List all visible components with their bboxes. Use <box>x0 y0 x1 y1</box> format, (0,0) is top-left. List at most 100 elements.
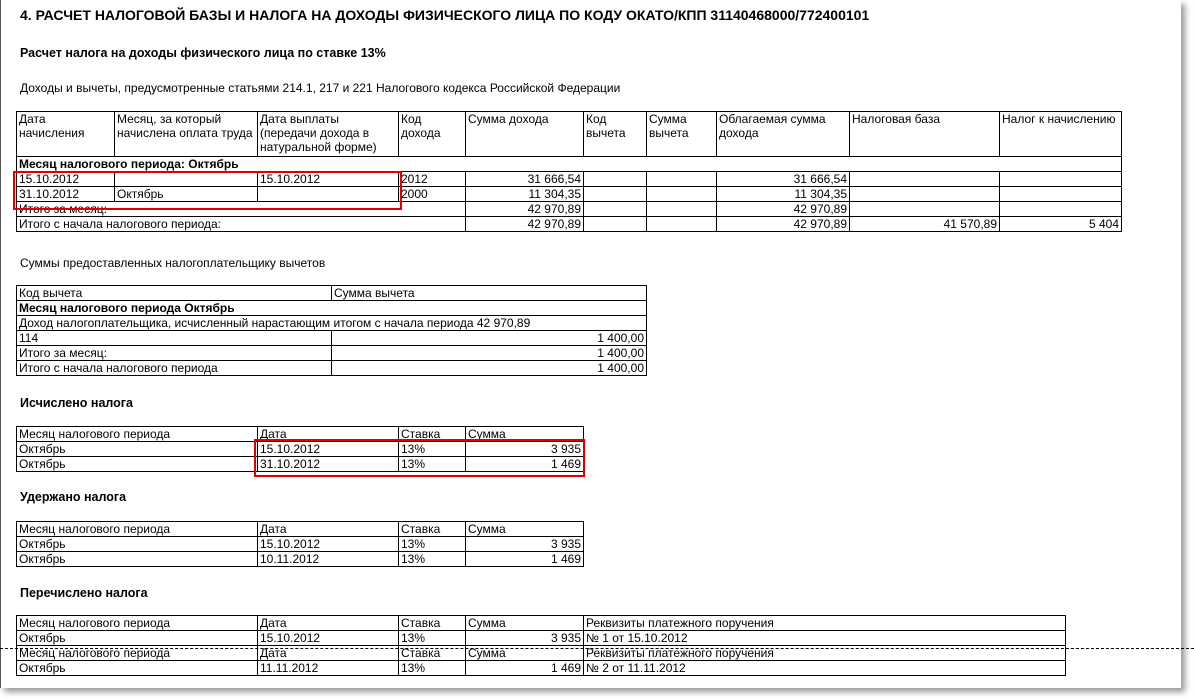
table-cell: 1 469 <box>465 551 584 567</box>
column-header: Месяц налогового периода <box>16 521 258 537</box>
table-cell: 1 400,00 <box>331 360 647 376</box>
column-header: Дата начисления <box>16 111 115 157</box>
column-header: Налог к начислению <box>999 111 1122 157</box>
calculated-caption: Исчислено налога <box>20 396 133 410</box>
table-row: 114 1 400,00 <box>16 330 647 346</box>
table-cell: 31 666,54 <box>716 171 850 187</box>
column-header: Дата <box>257 521 399 537</box>
table-cell <box>646 216 717 232</box>
column-header: Ставка <box>398 426 466 442</box>
column-header: Ставка <box>398 615 466 631</box>
table-row: Итого с начала налогового периода 1 400,0… <box>16 360 647 376</box>
column-header: Ставка <box>398 645 466 661</box>
column-header: Ставка <box>398 521 466 537</box>
table-cell: 2000 <box>398 186 466 202</box>
table-cell <box>583 171 647 187</box>
withheld-caption: Удержано налога <box>20 490 127 504</box>
highlight-box <box>13 171 402 210</box>
header-row: Дата начисления Месяц, за который начисле… <box>16 111 1122 157</box>
table-cell: Итого за месяц: <box>16 345 332 361</box>
table-cell: 42 970,89 <box>716 216 850 232</box>
table-cell <box>999 186 1122 202</box>
table-cell: 3 935 <box>465 630 584 646</box>
group-row: Месяц налогового периода: Октябрь <box>16 156 1122 172</box>
column-header: Код дохода <box>398 111 466 157</box>
column-header: Налоговая база <box>849 111 1000 157</box>
report-title: 4. РАСЧЕТ НАЛОГОВОЙ БАЗЫ И НАЛОГА НА ДОХ… <box>20 7 870 23</box>
report-page: 4. РАСЧЕТ НАЛОГОВОЙ БАЗЫ И НАЛОГА НА ДОХ… <box>0 0 1122 688</box>
table-row: Октябрь 15.10.2012 13% 3 935 <box>16 536 584 552</box>
group-label: Месяц налогового периода: Октябрь <box>16 156 1122 172</box>
column-header: Дата выплаты (передачи дохода в натураль… <box>257 111 399 157</box>
column-header: Сумма вычета <box>646 111 717 157</box>
table-cell: 1 400,00 <box>331 345 647 361</box>
page-break-line <box>0 648 1194 649</box>
transferred-caption: Перечислено налога <box>20 586 148 600</box>
table-cell: 42 970,89 <box>465 216 584 232</box>
column-header: Код вычета <box>16 285 332 301</box>
table-cell <box>999 201 1122 217</box>
table-cell: 41 570,89 <box>849 216 1000 232</box>
table-cell: 13% <box>398 551 466 567</box>
column-header: Сумма вычета <box>331 285 647 301</box>
table-row: Октябрь 10.11.2012 13% 1 469 <box>16 551 584 567</box>
table-cell: 42 970,89 <box>716 201 850 217</box>
column-header: Месяц налогового периода <box>16 615 258 631</box>
note-row: Доход налогоплательщика, исчисленный нар… <box>16 315 647 331</box>
column-header: Реквизиты платежного поручения <box>583 615 1066 631</box>
table-cell: 1 469 <box>465 660 584 676</box>
highlight-box <box>254 439 585 477</box>
table-cell: Октябрь <box>16 441 258 457</box>
table-cell: № 1 от 15.10.2012 <box>583 630 1066 646</box>
table-cell: 13% <box>398 660 466 676</box>
table-cell: 42 970,89 <box>465 201 584 217</box>
table-cell <box>646 201 717 217</box>
table-cell <box>646 186 717 202</box>
table-row: Октябрь 15.10.2012 13% 3 935 № 1 от 15.10.20… <box>16 630 1066 646</box>
table-cell: Октябрь <box>16 536 258 552</box>
group-row: Месяц налогового периода Октябрь <box>16 300 647 316</box>
table-cell: 3 935 <box>465 536 584 552</box>
table-cell: 13% <box>398 456 466 472</box>
table-cell: 15.10.2012 <box>257 536 399 552</box>
withheld-table: Месяц налогового периода Дата Ставка Сумма О… <box>16 521 584 567</box>
column-header: Код вычета <box>583 111 647 157</box>
column-header: Реквизиты платежного поручения <box>583 645 1066 661</box>
table-cell: 15.10.2012 <box>16 171 115 187</box>
table-row: Итого за месяц: 1 400,00 <box>16 345 647 361</box>
table-cell: 1 469 <box>465 456 584 472</box>
table-cell: Октябрь <box>16 660 258 676</box>
column-header: Дата <box>257 615 399 631</box>
table-cell: 13% <box>398 536 466 552</box>
table-cell <box>849 186 1000 202</box>
column-header: Облагаемая сумма дохода <box>716 111 850 157</box>
table-cell: 11.11.2012 <box>257 660 399 676</box>
table-row: Октябрь 31.10.2012 13% 1 469 <box>16 456 584 472</box>
subtitle: Расчет налога на доходы физического лица… <box>20 46 386 60</box>
table-cell <box>583 186 647 202</box>
table-cell: 31 666,54 <box>465 171 584 187</box>
table-cell: 13% <box>398 630 466 646</box>
income-table: Дата начисления Месяц, за который начисле… <box>16 111 1122 232</box>
group-label: Месяц налогового периода Октябрь <box>16 300 647 316</box>
column-header: Сумма <box>465 615 584 631</box>
income-caption: Доходы и вычеты, предусмотренные статьям… <box>20 81 621 95</box>
column-header: Сумма <box>465 426 584 442</box>
table-cell <box>583 216 647 232</box>
header-row: Код вычета Сумма вычета <box>16 285 647 301</box>
deductions-caption: Суммы предоставленных налогоплательщику … <box>20 256 326 270</box>
table-cell: 15.10.2012 <box>257 630 399 646</box>
table-cell: 5 404 <box>999 216 1122 232</box>
total-label: Итого с начала налогового периода: <box>16 216 466 232</box>
table-cell: Октябрь <box>16 456 258 472</box>
header-row: Месяц налогового периода Дата Ставка Сумма <box>16 521 584 537</box>
note: Доход налогоплательщика, исчисленный нар… <box>16 315 647 331</box>
table-cell <box>849 171 1000 187</box>
table-cell: 2012 <box>398 171 466 187</box>
table-cell <box>646 171 717 187</box>
table-cell: № 2 от 11.11.2012 <box>583 660 1066 676</box>
table-cell: Итого с начала налогового периода <box>16 360 332 376</box>
column-header: Сумма дохода <box>465 111 584 157</box>
table-cell: 11 304,35 <box>716 186 850 202</box>
table-cell: 10.11.2012 <box>257 551 399 567</box>
